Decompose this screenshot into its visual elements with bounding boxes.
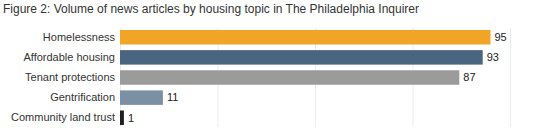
data-label: 11 bbox=[167, 91, 178, 103]
y-tick: Gentrification bbox=[50, 91, 120, 103]
y-tick: Affordable housing bbox=[23, 51, 120, 63]
category-label: Affordable housing bbox=[23, 51, 115, 63]
category-label: Gentrification bbox=[50, 91, 115, 103]
bar bbox=[120, 70, 459, 84]
y-tick: Tenant protections bbox=[25, 71, 120, 83]
data-labels: 959387111 bbox=[128, 31, 507, 123]
chart: Figure 2: Volume of news articles by hou… bbox=[0, 0, 538, 128]
title: Figure 2: Volume of news articles by hou… bbox=[3, 2, 419, 16]
grid-tick bbox=[510, 28, 511, 127]
data-label: 1 bbox=[128, 112, 134, 124]
bar bbox=[120, 50, 483, 64]
y-tick: Community land trust bbox=[11, 111, 120, 123]
bars bbox=[120, 30, 491, 125]
bar bbox=[120, 90, 163, 104]
bar bbox=[120, 111, 124, 125]
bar bbox=[120, 30, 491, 44]
category-label: Homelessness bbox=[43, 31, 116, 43]
data-label: 95 bbox=[495, 31, 507, 43]
y-axis: Homelessness Affordable housing Tenant pro… bbox=[11, 31, 120, 123]
y-tick: Homelessness bbox=[43, 31, 120, 43]
grid bbox=[121, 28, 511, 127]
category-label: Community land trust bbox=[11, 111, 115, 123]
data-label: 93 bbox=[487, 51, 499, 63]
category-label: Tenant protections bbox=[25, 71, 115, 83]
data-label: 87 bbox=[463, 71, 475, 83]
grid-line bbox=[510, 28, 511, 127]
